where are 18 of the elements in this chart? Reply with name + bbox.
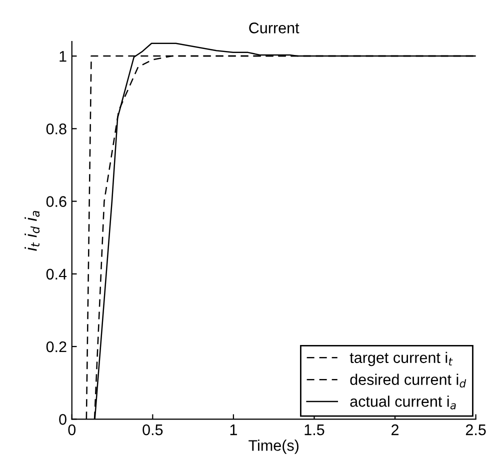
legend-label: actual current i$_{a}$ bbox=[350, 396, 456, 410]
x-tick-label: 0.5 bbox=[142, 424, 163, 436]
x-tick-label: 2 bbox=[392, 424, 398, 436]
x-tick-label: 2.5 bbox=[466, 424, 486, 436]
y-axis-title: i$_{t}$ i$_{d}$ i$_{a}$ bbox=[24, 210, 40, 251]
y-tick-label: 0.8 bbox=[46, 124, 66, 134]
y-tick-label: 0.4 bbox=[46, 268, 67, 280]
y-tick-label: 0.2 bbox=[46, 341, 66, 352]
legend-label: desired current i$_{d}$ bbox=[350, 374, 466, 388]
y-tick-label: 0 bbox=[59, 414, 66, 425]
x-tick-label: 0 bbox=[68, 424, 76, 436]
y-tick-label: 1 bbox=[60, 51, 66, 62]
x-tick-label: 1 bbox=[230, 424, 237, 436]
x-tick-label: 1.5 bbox=[304, 424, 324, 436]
chart-title: Current bbox=[249, 22, 300, 34]
y-tick-label: 0.6 bbox=[46, 196, 66, 207]
legend-label: target current i$_{t}$ bbox=[350, 352, 453, 366]
x-axis-title: Time(s) bbox=[248, 440, 298, 454]
